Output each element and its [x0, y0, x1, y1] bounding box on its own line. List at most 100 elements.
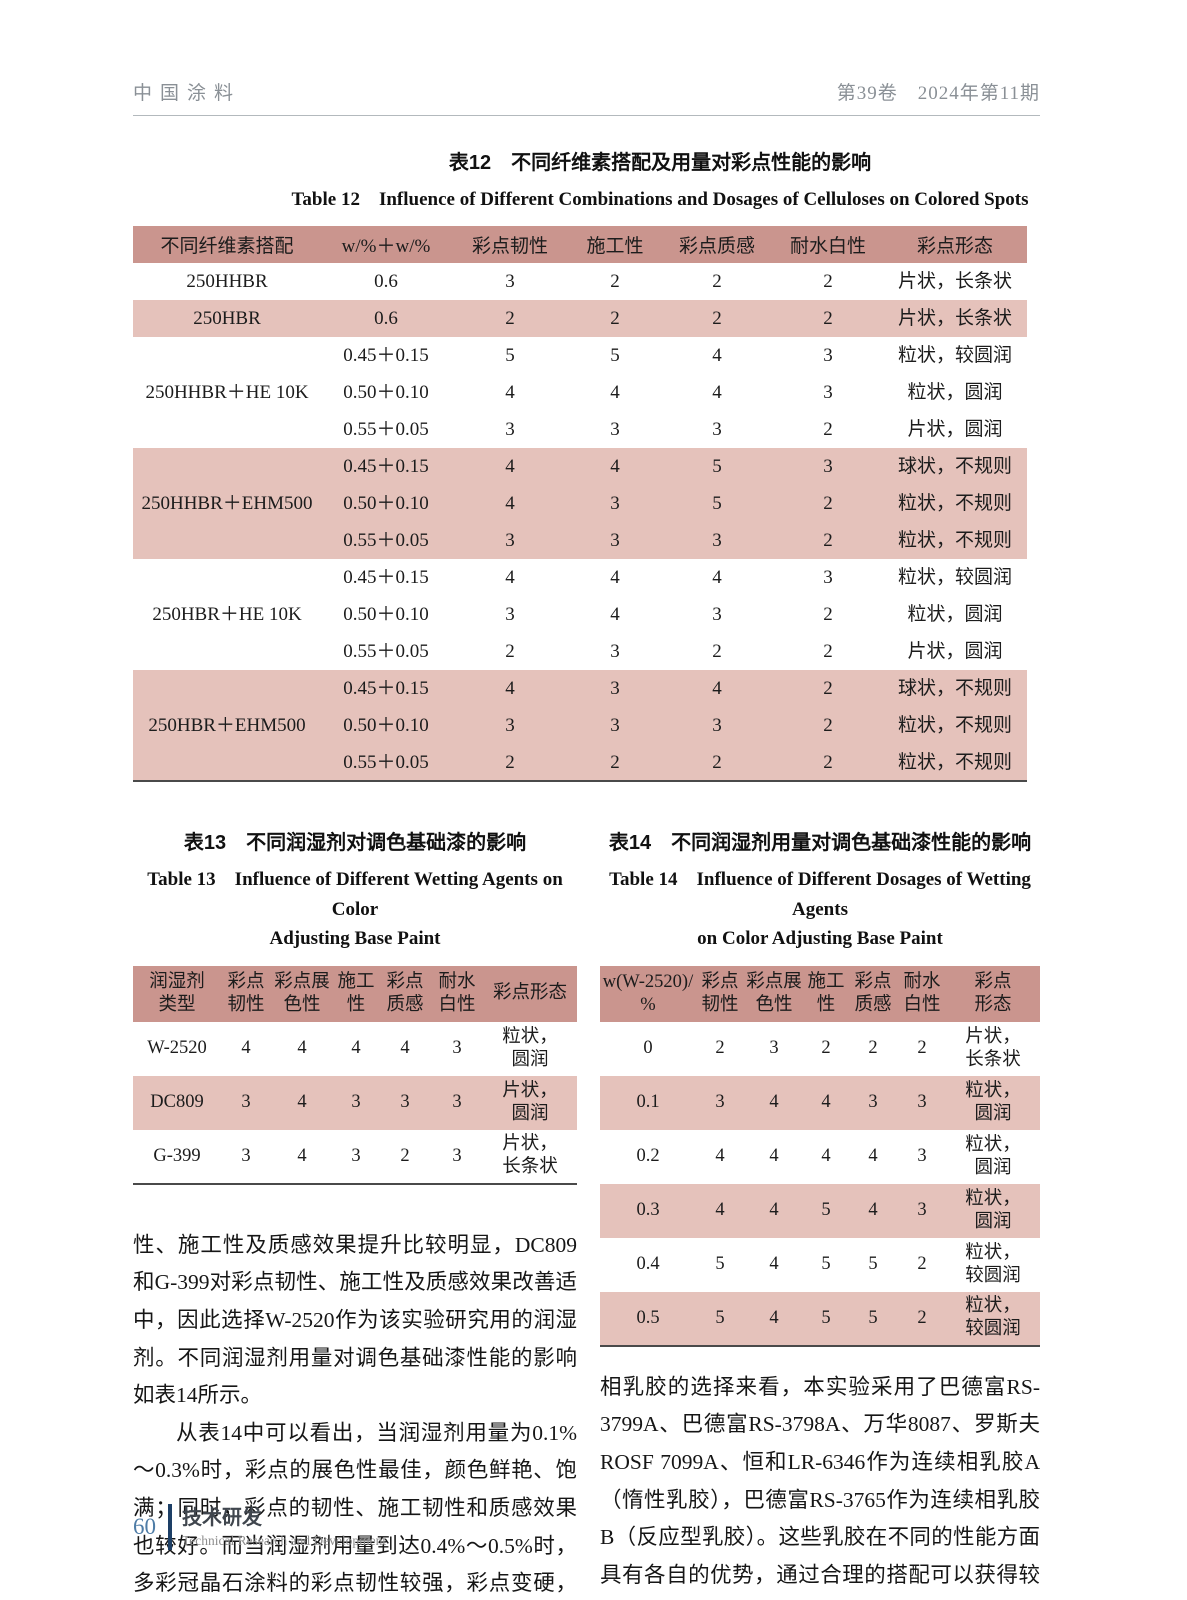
- rating-cell: 4: [505, 567, 515, 589]
- column-header: 彩点韧性: [471, 236, 548, 258]
- table-row: 0.4 5 4 5 5 2 粒状， 较圆润: [600, 1238, 1040, 1292]
- column-header: 彩点 质感: [386, 971, 424, 1015]
- dosage-cell: 0.6: [374, 308, 398, 330]
- header-row: w(W-2520)/ % 彩点 韧性 彩点展 色性 施工 性彩点 质感 耐水 白性 彩点 …: [600, 965, 1040, 1022]
- dosage-cell: 0.55＋0.05: [343, 530, 429, 552]
- shape-cell: 片状，长条状: [897, 308, 1012, 330]
- cellulose-combo-cell: 250HHBR＋EHM500: [141, 493, 313, 515]
- column-header: 彩点 形态: [974, 971, 1012, 1015]
- rating-cell: 3: [400, 1092, 410, 1113]
- rating-cell: 2: [821, 1038, 831, 1059]
- rating-cell: 2: [917, 1254, 927, 1275]
- table-row: 0.55＋0.05 3 3 3 2 片状，圆润: [133, 411, 1027, 448]
- header-row: 润湿剂 类型 彩点 韧性 彩点展 色性 施工 性彩点 质感 耐水 白性 彩点形态: [133, 965, 577, 1022]
- rating-cell: 3: [917, 1146, 927, 1167]
- shape-cell: 粒状，较圆润: [897, 567, 1012, 589]
- rating-cell: 4: [351, 1038, 361, 1059]
- dosage-cell: 0.45＋0.15: [343, 456, 429, 478]
- rating-cell: 4: [505, 678, 515, 700]
- column-header: 彩点展 色性: [746, 971, 802, 1015]
- dosage-cell: 0.55＋0.05: [343, 419, 429, 441]
- left-column-text: 性、施工性及质感效果提升比较明显，DC809和G-399对彩点韧性、施工性及质感…: [133, 1227, 577, 1600]
- rating-cell: 3: [610, 715, 620, 737]
- rating-cell: 5: [715, 1307, 725, 1328]
- footer-divider-bar: [168, 1504, 172, 1550]
- rating-cell: 3: [610, 419, 620, 441]
- shape-cell: 粒状，不规则: [897, 715, 1012, 737]
- column-header: 施工 性: [807, 971, 845, 1015]
- rating-cell: 3: [505, 271, 515, 293]
- rating-cell: 2: [823, 751, 833, 773]
- rating-cell: 4: [400, 1038, 410, 1059]
- row-label-cell: 0: [643, 1038, 653, 1059]
- table12-title-zh: 表12 不同纤维素搭配及用量对彩点性能的影响: [448, 152, 872, 174]
- dosage-cell: 0.6: [374, 271, 398, 293]
- rating-cell: 3: [715, 1092, 725, 1113]
- paragraph: 从表14中可以看出，当润湿剂用量为0.1%～0.3%时，彩点的展色性最佳，颜色鲜…: [133, 1420, 577, 1596]
- rating-cell: 3: [452, 1038, 462, 1059]
- rating-cell: 2: [712, 641, 722, 663]
- shape-cell: 粒状， 圆润: [965, 1080, 1021, 1124]
- rating-cell: 3: [823, 345, 833, 367]
- rating-cell: 4: [769, 1254, 779, 1275]
- rating-cell: 4: [769, 1200, 779, 1221]
- rating-cell: 2: [823, 604, 833, 626]
- rating-cell: 4: [610, 456, 620, 478]
- column-header: 彩点形态: [492, 983, 567, 1004]
- rating-cell: 2: [823, 530, 833, 552]
- rating-cell: 2: [823, 678, 833, 700]
- rating-cell: 5: [868, 1307, 878, 1328]
- rating-cell: 3: [505, 604, 515, 626]
- rating-cell: 4: [821, 1146, 831, 1167]
- column-header: 施工性: [586, 236, 644, 258]
- rating-cell: 4: [610, 382, 620, 404]
- table13-body: W-2520 4 4 4 4 3 粒状， 圆润 DC809 3 4 3 3 3 片状， 圆润 G-399 3 4…: [133, 1022, 577, 1184]
- column-header: w(W-2520)/ %: [602, 971, 694, 1015]
- table-row: 0.50＋0.10 4 4 4 3 粒状，圆润: [133, 374, 1027, 411]
- rating-cell: 3: [505, 530, 515, 552]
- rating-cell: 5: [505, 345, 515, 367]
- table-row: 250HHBR 0.6 3 2 2 2 片状，长条状: [133, 263, 1027, 300]
- column-header: 彩点 韧性: [701, 971, 739, 1015]
- table-row: 0.3 4 4 5 4 3 粒状， 圆润: [600, 1183, 1040, 1238]
- rating-cell: 2: [917, 1307, 927, 1328]
- table13-head: 润湿剂 类型 彩点 韧性 彩点展 色性 施工 性彩点 质感 耐水 白性 彩点形态: [133, 965, 577, 1022]
- rating-cell: 4: [715, 1200, 725, 1221]
- table-row: 0.5 5 4 5 5 2 粒状， 较圆润: [600, 1291, 1040, 1346]
- table13-title-zh: 表13 不同润湿剂对调色基础漆的影响: [183, 832, 527, 855]
- column-header: 施工 性: [337, 971, 375, 1015]
- page-footer: 60 技术研发 Technical Research and Developme…: [133, 1504, 386, 1550]
- shape-cell: 片状，圆润: [907, 641, 1003, 663]
- rating-cell: 4: [868, 1200, 878, 1221]
- column-header: 耐水 白性: [438, 971, 476, 1015]
- shape-cell: 粒状， 圆润: [965, 1134, 1021, 1178]
- paragraph: 相乳胶的选择来看，本实验采用了巴德富RS-3799A、巴德富RS-3798A、万…: [600, 1374, 1040, 1587]
- row-label-cell: W-2520: [147, 1038, 207, 1059]
- rating-cell: 3: [712, 530, 722, 552]
- table-row: 0.50＋0.10 3 4 3 2 粒状，圆润: [133, 596, 1027, 633]
- table12: 不同纤维素搭配 w/%＋w/% 彩点韧性 施工性 彩点质感 耐水白性 彩点形态 250HHB…: [133, 226, 1027, 783]
- rating-cell: 3: [610, 641, 620, 663]
- rating-cell: 4: [610, 567, 620, 589]
- table14-title-en: Table 14 Influence of Different Dosages …: [609, 869, 1031, 950]
- rating-cell: 2: [712, 751, 722, 773]
- table14-title-zh: 表14 不同润湿剂用量对调色基础漆性能的影响: [608, 832, 1032, 855]
- table-row: 250HBR 0.6 2 2 2 2 片状，长条状: [133, 300, 1027, 338]
- rating-cell: 3: [241, 1145, 251, 1166]
- rating-cell: 2: [823, 641, 833, 663]
- two-column-area: 表13 不同润湿剂对调色基础漆的影响 Table 13 Influence of…: [133, 826, 1040, 1600]
- rating-cell: 3: [823, 567, 833, 589]
- right-column: 表14 不同润湿剂用量对调色基础漆性能的影响 Table 14 Influenc…: [600, 826, 1040, 1600]
- rating-cell: 4: [715, 1146, 725, 1167]
- rating-cell: 4: [297, 1145, 307, 1166]
- journal-name: 中国涂料: [133, 83, 242, 104]
- rating-cell: 4: [769, 1092, 779, 1113]
- rating-cell: 4: [297, 1092, 307, 1113]
- paragraph: 性、施工性及质感效果提升比较明显，DC809和G-399对彩点韧性、施工性及质感…: [133, 1232, 577, 1408]
- shape-cell: 粒状，不规则: [897, 751, 1012, 773]
- row-label-cell: DC809: [150, 1092, 204, 1113]
- footer-labels: 技术研发 Technical Research and Development: [182, 1506, 386, 1549]
- shape-cell: 球状，不规则: [897, 456, 1012, 478]
- shape-cell: 片状， 长条状: [965, 1026, 1021, 1070]
